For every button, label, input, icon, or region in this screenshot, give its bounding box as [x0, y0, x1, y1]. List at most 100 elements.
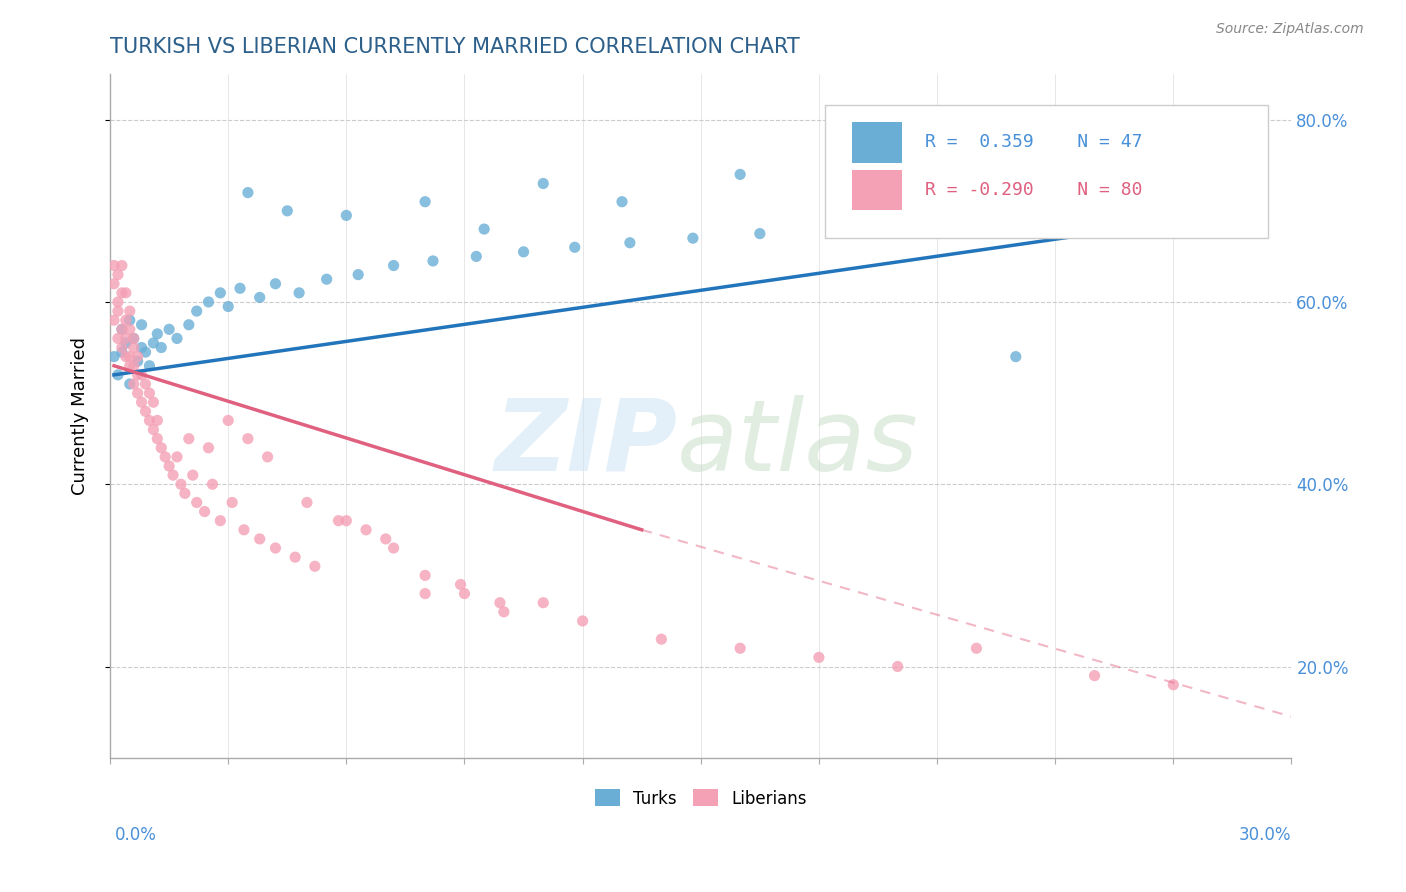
- Point: [114, 285, 136, 300]
- Point: [1024, 208, 1046, 222]
- Point: [217, 413, 239, 427]
- Point: [134, 376, 156, 391]
- Point: [1222, 208, 1244, 222]
- Point: [284, 550, 307, 565]
- Point: [131, 368, 153, 382]
- Point: [114, 350, 136, 364]
- Point: [465, 249, 488, 263]
- Point: [1163, 678, 1185, 692]
- Point: [1083, 205, 1105, 219]
- Point: [748, 227, 770, 241]
- Point: [512, 244, 534, 259]
- Point: [166, 331, 188, 345]
- Point: [886, 659, 908, 673]
- Point: [256, 450, 278, 464]
- Point: [315, 272, 337, 286]
- Point: [217, 300, 239, 314]
- Point: [118, 313, 141, 327]
- Point: [264, 277, 287, 291]
- Point: [131, 395, 153, 409]
- Point: [177, 432, 200, 446]
- Point: [422, 254, 444, 268]
- Point: [1241, 203, 1264, 218]
- Point: [233, 523, 256, 537]
- Point: [107, 368, 129, 382]
- Point: [127, 368, 149, 382]
- Point: [103, 277, 125, 291]
- Point: [472, 222, 495, 236]
- Point: [209, 514, 232, 528]
- Point: [111, 285, 134, 300]
- Point: [1163, 222, 1185, 236]
- Text: TURKISH VS LIBERIAN CURRENTLY MARRIED CORRELATION CHART: TURKISH VS LIBERIAN CURRENTLY MARRIED CO…: [110, 37, 800, 57]
- Point: [564, 240, 586, 254]
- Point: [221, 495, 243, 509]
- Point: [249, 290, 271, 304]
- Point: [249, 532, 271, 546]
- Point: [157, 322, 180, 336]
- Point: [122, 331, 145, 345]
- Point: [347, 268, 370, 282]
- Text: Source: ZipAtlas.com: Source: ZipAtlas.com: [1216, 22, 1364, 37]
- FancyBboxPatch shape: [852, 170, 901, 211]
- Point: [1083, 668, 1105, 682]
- Point: [118, 376, 141, 391]
- Point: [127, 386, 149, 401]
- Point: [304, 559, 326, 574]
- Point: [150, 341, 173, 355]
- Point: [489, 596, 512, 610]
- Point: [335, 208, 357, 222]
- Point: [382, 259, 405, 273]
- Point: [957, 213, 980, 227]
- Point: [610, 194, 633, 209]
- Point: [177, 318, 200, 332]
- Point: [131, 318, 153, 332]
- Point: [335, 514, 357, 528]
- Point: [174, 486, 197, 500]
- Point: [142, 423, 165, 437]
- Point: [134, 404, 156, 418]
- Point: [134, 345, 156, 359]
- Point: [965, 641, 987, 656]
- Point: [492, 605, 515, 619]
- Point: [728, 167, 751, 181]
- Point: [328, 514, 350, 528]
- Point: [186, 495, 208, 509]
- Legend: Turks, Liberians: Turks, Liberians: [588, 783, 814, 814]
- Point: [142, 336, 165, 351]
- Point: [531, 596, 554, 610]
- Point: [122, 331, 145, 345]
- Point: [122, 376, 145, 391]
- Point: [111, 322, 134, 336]
- Text: R =  0.359    N = 47: R = 0.359 N = 47: [925, 134, 1143, 152]
- Point: [138, 413, 160, 427]
- Point: [728, 641, 751, 656]
- Point: [153, 450, 176, 464]
- Point: [194, 505, 217, 519]
- Point: [118, 350, 141, 364]
- Point: [820, 222, 842, 236]
- Point: [157, 458, 180, 473]
- Point: [166, 450, 188, 464]
- Point: [118, 322, 141, 336]
- Point: [146, 413, 169, 427]
- Point: [114, 336, 136, 351]
- Point: [103, 350, 125, 364]
- Point: [1182, 199, 1205, 213]
- Point: [111, 322, 134, 336]
- Point: [111, 259, 134, 273]
- Point: [382, 541, 405, 555]
- Point: [413, 194, 436, 209]
- Point: [127, 350, 149, 364]
- Point: [619, 235, 641, 250]
- Text: R = -0.290    N = 80: R = -0.290 N = 80: [925, 181, 1143, 199]
- Point: [127, 354, 149, 368]
- Point: [138, 359, 160, 373]
- Point: [276, 203, 298, 218]
- Point: [146, 326, 169, 341]
- Point: [114, 313, 136, 327]
- Point: [413, 586, 436, 600]
- Point: [150, 441, 173, 455]
- Point: [107, 331, 129, 345]
- Point: [236, 186, 259, 200]
